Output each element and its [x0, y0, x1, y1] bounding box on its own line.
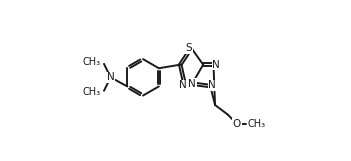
Text: CH₃: CH₃	[83, 87, 101, 97]
Text: CH₃: CH₃	[248, 119, 266, 129]
Text: N: N	[179, 80, 187, 90]
Text: S: S	[186, 43, 192, 53]
Text: CH₃: CH₃	[83, 57, 101, 67]
Text: N: N	[208, 80, 216, 90]
Text: N: N	[212, 60, 220, 70]
Text: N: N	[107, 72, 114, 82]
Text: N: N	[188, 79, 196, 89]
Text: O: O	[233, 119, 241, 129]
